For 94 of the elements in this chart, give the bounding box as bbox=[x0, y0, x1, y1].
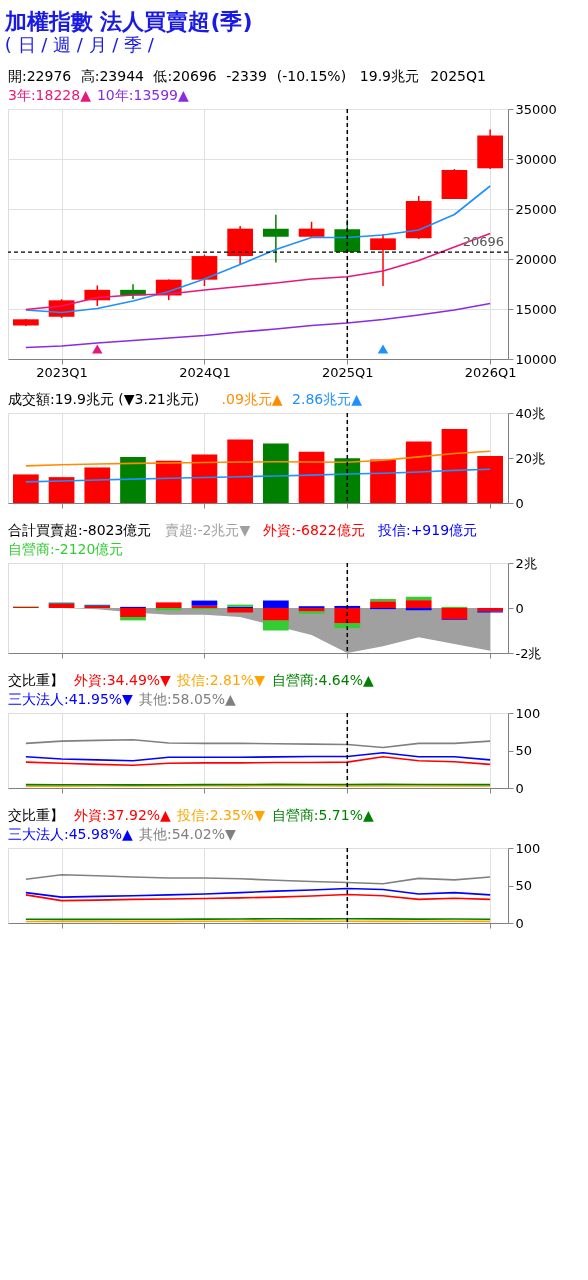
text: -2339 bbox=[226, 68, 267, 84]
line-series bbox=[25, 450, 491, 467]
bar bbox=[405, 600, 432, 608]
bar bbox=[334, 605, 361, 608]
y-tick-label: 50 bbox=[515, 878, 533, 893]
text: 高:23944 bbox=[80, 68, 145, 84]
bar bbox=[334, 623, 361, 629]
ref-line-label: 20696 bbox=[462, 234, 504, 250]
text: 合計買賣超:-8023億元 bbox=[8, 522, 152, 538]
bar bbox=[84, 467, 111, 503]
line-series bbox=[25, 893, 491, 902]
bar bbox=[370, 459, 396, 503]
x-tick-label: 2025Q1 bbox=[321, 364, 374, 380]
bar bbox=[13, 474, 39, 503]
y-tick-label: 15000 bbox=[515, 301, 557, 317]
y-tick-label: -2兆 bbox=[515, 645, 542, 661]
text: 其他:58.05%▲ bbox=[138, 691, 237, 707]
x-tick-label: 2024Q1 bbox=[179, 364, 231, 380]
bar bbox=[370, 599, 396, 602]
bar bbox=[263, 608, 289, 621]
bar bbox=[405, 441, 432, 503]
text: 外資:34.49%▼ bbox=[74, 672, 172, 688]
y-tick-label: 100 bbox=[515, 705, 541, 721]
y-tick-label: 100 bbox=[515, 840, 541, 856]
text: 19.9兆元 bbox=[359, 68, 420, 84]
y-tick-label: 20兆 bbox=[515, 450, 546, 466]
text: 其他:54.02%▼ bbox=[138, 826, 237, 842]
bar bbox=[227, 439, 253, 503]
candlestick bbox=[263, 214, 289, 264]
chart-title: 交比重】 bbox=[8, 672, 64, 688]
bar bbox=[120, 608, 146, 617]
bar bbox=[155, 460, 182, 503]
bar bbox=[477, 455, 503, 503]
text: 開:22976 bbox=[8, 68, 72, 84]
text: 外資:37.92%▲ bbox=[74, 807, 172, 823]
text: 外資:-6822億元 bbox=[263, 522, 365, 538]
y-tick-label: 2兆 bbox=[515, 555, 537, 571]
x-tick-label: 2026Q1 bbox=[464, 364, 517, 380]
text: 成交額:19.9兆元 (▼3.21兆元) bbox=[8, 391, 200, 407]
y-tick-label: 0 bbox=[515, 915, 524, 931]
y-tick-label: 0 bbox=[515, 495, 524, 511]
text: 3年:18228▲ bbox=[8, 87, 92, 103]
y-tick-label: 10000 bbox=[515, 351, 557, 367]
bar bbox=[263, 620, 289, 631]
bar bbox=[191, 600, 218, 606]
text: 自營商:4.64%▲ bbox=[271, 672, 374, 688]
bar bbox=[370, 601, 396, 608]
y-tick-label: 35000 bbox=[515, 101, 557, 117]
line-series bbox=[25, 468, 491, 483]
y-tick-label: 30000 bbox=[515, 151, 557, 167]
line-series bbox=[25, 755, 491, 766]
bar bbox=[441, 608, 468, 620]
text: 自營商:5.71%▲ bbox=[271, 807, 374, 823]
bar bbox=[405, 596, 432, 601]
text: 投信:2.81%▼ bbox=[175, 672, 266, 688]
chart-title: 交比重】 bbox=[8, 807, 64, 823]
text: .09兆元▲ bbox=[221, 391, 283, 407]
text: 投信:+919億元 bbox=[376, 522, 478, 538]
bar bbox=[191, 454, 218, 503]
bar bbox=[48, 477, 75, 503]
text: 投信:2.35%▼ bbox=[175, 807, 266, 823]
line-series bbox=[25, 751, 491, 762]
line-series bbox=[25, 873, 491, 885]
bar bbox=[48, 603, 75, 608]
bar bbox=[155, 602, 182, 608]
bar bbox=[405, 608, 432, 611]
bar bbox=[155, 608, 182, 611]
text: 2025Q1 bbox=[430, 68, 486, 84]
text: 2.86兆元▲ bbox=[292, 391, 363, 407]
text: 低:20696 bbox=[153, 68, 217, 84]
line-series bbox=[25, 887, 491, 898]
y-tick-label: 0 bbox=[515, 600, 524, 616]
text: (-10.15%) bbox=[276, 68, 347, 84]
y-tick-label: 40兆 bbox=[515, 405, 546, 421]
bar bbox=[263, 600, 289, 608]
y-tick-label: 0 bbox=[515, 780, 524, 796]
bar bbox=[334, 608, 361, 624]
bar bbox=[120, 617, 146, 621]
text: 自營商:-2120億元 bbox=[8, 541, 124, 557]
y-tick-label: 20000 bbox=[515, 251, 557, 267]
text: 賣超:-2兆元▼ bbox=[164, 522, 251, 538]
line-series bbox=[25, 738, 491, 749]
bar bbox=[441, 428, 468, 503]
y-tick-label: 50 bbox=[515, 743, 533, 758]
bar bbox=[120, 456, 146, 503]
bar bbox=[263, 443, 289, 503]
chart-subtitle: ( 日 / 週 / 月 / 季 / bbox=[4, 33, 155, 55]
bar bbox=[227, 608, 253, 613]
y-tick-label: 25000 bbox=[515, 201, 557, 217]
x-tick-label: 2023Q1 bbox=[36, 364, 88, 380]
text: 10年:13599▲ bbox=[96, 87, 190, 103]
text: 三大法人:41.95%▼ bbox=[8, 691, 134, 707]
text: 三大法人:45.98%▲ bbox=[8, 826, 134, 842]
chart-title: 加權指數 法人買賣超(季) bbox=[3, 8, 253, 34]
